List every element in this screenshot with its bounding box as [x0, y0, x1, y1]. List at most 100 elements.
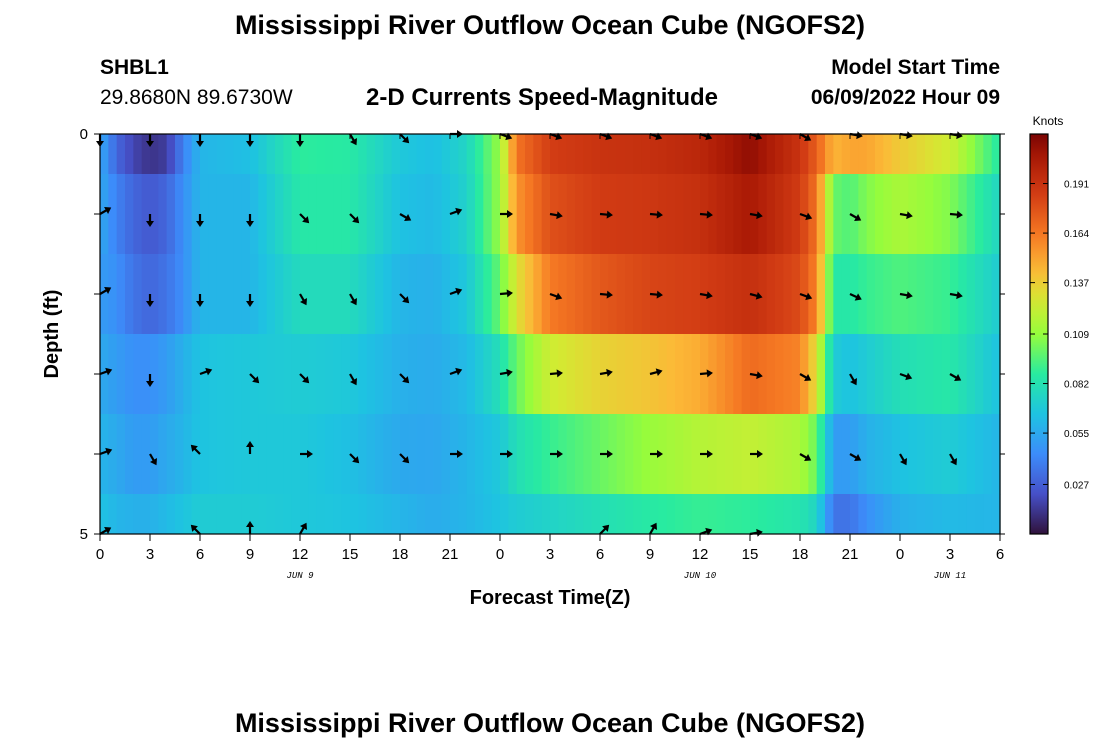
heatmap-cell	[166, 414, 176, 495]
heatmap-cell	[733, 174, 743, 255]
heatmap-cell	[366, 494, 376, 535]
heatmap-cell	[225, 134, 234, 175]
heatmap-cell	[433, 134, 443, 175]
heatmap-cell	[341, 174, 351, 255]
heatmap-cell	[666, 494, 676, 535]
current-arrow	[749, 211, 763, 220]
heatmap-cell	[708, 174, 718, 255]
heatmap-cell	[383, 174, 393, 255]
current-arrow	[849, 213, 862, 221]
current-arrow	[749, 371, 763, 380]
heatmap-cell	[700, 494, 709, 535]
heatmap-cell	[683, 334, 693, 415]
heatmap-cell	[616, 414, 626, 495]
model-start-label: Model Start Time	[831, 56, 1000, 79]
heatmap-cell	[100, 414, 109, 495]
heatmap-cell	[766, 494, 776, 535]
heatmap-cell	[641, 174, 651, 255]
heatmap-cell	[216, 414, 226, 495]
heatmap-cell	[483, 334, 493, 415]
date-label: JUN 11	[934, 571, 966, 581]
heatmap-cell	[308, 414, 318, 495]
heatmap-cell	[533, 414, 543, 495]
current-arrow	[399, 213, 412, 221]
heatmap-cell	[558, 254, 568, 335]
heatmap-cell	[925, 414, 934, 495]
currents-chart: 0 3 6 9 12 15 18 21 0 3 6 9 12 15 18 21 0 3 6 JUN 9 JUN 10 JU…	[41, 114, 1089, 609]
heatmap-cell	[183, 334, 193, 415]
heatmap-cell	[841, 414, 851, 495]
heatmap-cell	[366, 174, 376, 255]
heatmap-cell	[375, 254, 384, 335]
current-arrow	[949, 291, 963, 300]
heatmap-cell	[900, 414, 909, 495]
heatmap-cell	[416, 414, 426, 495]
heatmap-cell	[616, 334, 626, 415]
heatmap-cell	[441, 334, 451, 415]
heatmap-cell	[883, 494, 893, 535]
heatmap-cell	[533, 334, 543, 415]
heatmap-cell	[791, 174, 801, 255]
heatmap-cell	[800, 494, 809, 535]
heatmap-cell	[933, 334, 943, 415]
heatmap-cell	[125, 414, 134, 495]
heatmap-cell	[983, 414, 993, 495]
heatmap-cell	[358, 134, 368, 175]
heatmap-cell	[308, 494, 318, 535]
heatmap-cell	[108, 254, 118, 335]
heatmap-cell	[741, 494, 751, 535]
current-arrow	[649, 210, 663, 219]
heatmap-cell	[750, 134, 759, 175]
heatmap-cell	[125, 174, 134, 255]
heatmap-cell	[433, 174, 443, 255]
heatmap-cell	[541, 414, 551, 495]
heatmap-cell	[466, 134, 476, 175]
heatmap-cell	[475, 174, 484, 255]
heatmap-cell	[825, 134, 834, 175]
heatmap-cell	[858, 134, 868, 175]
current-arrow	[299, 373, 310, 384]
current-arrow	[649, 290, 663, 299]
heatmap-cell	[208, 254, 218, 335]
current-arrow	[749, 291, 763, 300]
colorbar-ticks: 0.027 0.055 0.082 0.109 0.137 0.164 0.191	[1030, 180, 1089, 491]
heatmap-cell	[858, 494, 868, 535]
heatmap-cell	[241, 134, 251, 175]
current-arrow	[99, 207, 112, 215]
heatmap-cell	[341, 254, 351, 335]
heatmap-cell	[425, 494, 434, 535]
heatmap-cell	[458, 414, 468, 495]
heatmap-cell	[666, 334, 676, 415]
heatmap-cell	[625, 174, 634, 255]
heatmap-cell	[908, 414, 918, 495]
heatmap-cell	[933, 174, 943, 255]
heatmap-cell	[391, 254, 401, 335]
heatmap-cell	[275, 174, 284, 255]
heatmap-cell	[941, 494, 951, 535]
heatmap-cell	[258, 134, 268, 175]
heatmap-cell	[375, 334, 384, 415]
heatmap-cell	[333, 254, 343, 335]
heatmap-cell	[275, 254, 284, 335]
heatmap-cell	[291, 334, 301, 415]
heatmap-cell	[758, 494, 768, 535]
heatmap-cell	[400, 334, 409, 415]
heatmap-cell	[650, 134, 659, 175]
colorbar: Knots 0.027 0.055 0.082 0.109 0.137 0.164 0.19…	[1029, 114, 1089, 535]
heatmap-cell	[583, 334, 593, 415]
heatmap-cell	[841, 174, 851, 255]
heatmap-cell	[775, 134, 784, 175]
x-tick-label: 6	[996, 546, 1004, 563]
current-arrow	[549, 211, 563, 220]
current-arrow	[199, 367, 213, 376]
heatmap-cell	[958, 134, 968, 175]
heatmap-cell	[183, 414, 193, 495]
heatmap-cell	[341, 134, 351, 175]
heatmap-cell	[583, 134, 593, 175]
heatmap-cell	[416, 334, 426, 415]
heatmap-cell	[383, 414, 393, 495]
heatmap-cell	[850, 134, 859, 175]
heatmap-cell	[308, 334, 318, 415]
heatmap-cell	[783, 334, 793, 415]
heatmap-cell	[875, 494, 884, 535]
